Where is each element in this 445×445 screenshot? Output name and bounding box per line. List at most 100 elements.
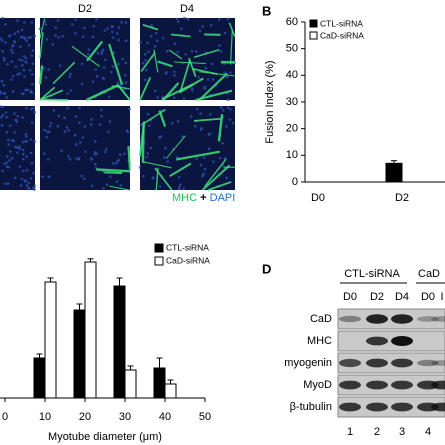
myotube xyxy=(139,76,152,101)
nucleus xyxy=(126,130,130,134)
nucleus xyxy=(121,57,125,61)
nucleus xyxy=(152,176,155,179)
nucleus xyxy=(145,155,148,159)
myotube xyxy=(39,89,64,101)
nucleus xyxy=(14,145,17,149)
lane-label: I xyxy=(440,291,443,303)
nucleus xyxy=(28,187,31,191)
nucleus xyxy=(91,80,95,84)
nucleus xyxy=(77,157,81,160)
nucleus xyxy=(78,106,81,110)
nucleus xyxy=(24,140,27,143)
nucleus xyxy=(119,84,123,87)
nucleus xyxy=(147,50,150,54)
myotube xyxy=(142,23,159,31)
nucleus xyxy=(218,44,221,47)
nucleus xyxy=(67,129,70,132)
nucleus xyxy=(10,138,14,142)
nucleus xyxy=(144,59,147,62)
nucleus xyxy=(118,153,122,157)
column-label: D4 xyxy=(180,3,194,15)
nucleus xyxy=(69,89,73,92)
nucleus xyxy=(20,177,24,181)
nucleus xyxy=(119,184,123,187)
nucleus xyxy=(22,55,26,58)
nucleus xyxy=(11,74,15,78)
nucleus xyxy=(120,21,123,24)
myotube xyxy=(229,30,233,65)
nucleus xyxy=(11,44,15,48)
bar xyxy=(44,281,57,399)
nucleus xyxy=(31,49,35,52)
nucleus xyxy=(54,26,58,29)
nucleus xyxy=(43,128,47,132)
band xyxy=(391,402,413,412)
myotube xyxy=(166,135,186,159)
nucleus xyxy=(19,184,23,187)
nucleus xyxy=(44,76,48,79)
nucleus xyxy=(123,74,127,77)
nucleus xyxy=(210,62,214,66)
nucleus xyxy=(87,48,91,52)
band xyxy=(431,316,445,322)
lane-number: 3 xyxy=(399,426,405,438)
myotube xyxy=(103,171,123,174)
myotube xyxy=(193,48,220,59)
nucleus xyxy=(117,26,121,29)
x-tick-label: 10 xyxy=(39,411,51,423)
nucleus xyxy=(24,56,28,60)
myotube xyxy=(228,22,236,37)
nucleus xyxy=(13,32,17,36)
nucleus xyxy=(24,178,27,182)
nucleus xyxy=(103,29,107,32)
nucleus xyxy=(16,114,20,118)
nucleus xyxy=(175,17,179,21)
nucleus xyxy=(166,49,169,53)
myotube xyxy=(127,145,132,170)
nucleus xyxy=(106,27,109,30)
row-label: MHC xyxy=(307,335,332,347)
myotube xyxy=(38,65,44,85)
nucleus xyxy=(81,35,85,38)
nucleus xyxy=(229,107,232,111)
micrograph xyxy=(0,18,35,100)
nucleus xyxy=(46,130,49,134)
nucleus xyxy=(204,66,208,70)
stain-nuclei: DAPI xyxy=(210,192,236,204)
nucleus xyxy=(199,112,202,115)
lane-number: 2 xyxy=(374,426,380,438)
nucleus xyxy=(51,43,55,46)
band xyxy=(431,360,445,366)
myotube xyxy=(179,59,191,94)
band xyxy=(366,314,388,324)
nucleus xyxy=(44,23,48,26)
nucleus xyxy=(33,111,37,114)
nucleus xyxy=(28,68,32,72)
nucleus xyxy=(180,27,183,30)
myotube xyxy=(143,161,172,169)
micrographs xyxy=(0,16,236,191)
nucleus xyxy=(138,166,142,169)
bar xyxy=(124,369,137,399)
nucleus xyxy=(25,39,28,42)
nucleus xyxy=(195,157,198,161)
nucleus xyxy=(18,145,21,148)
legend-label: CaD-siRNA xyxy=(320,30,364,40)
nucleus xyxy=(14,118,17,122)
band xyxy=(339,380,361,390)
nucleus xyxy=(81,136,85,139)
bar xyxy=(113,285,126,399)
band xyxy=(366,402,388,412)
myotube xyxy=(170,33,191,38)
nucleus xyxy=(20,92,24,95)
nucleus xyxy=(13,131,16,134)
nucleus xyxy=(95,18,98,21)
nucleus xyxy=(58,64,62,67)
myotube xyxy=(108,43,123,85)
band xyxy=(391,336,413,346)
nucleus xyxy=(45,135,48,139)
nucleus xyxy=(124,81,128,84)
x-tick-label: 30 xyxy=(119,411,131,423)
nucleus xyxy=(194,50,198,53)
nucleus xyxy=(109,70,113,74)
